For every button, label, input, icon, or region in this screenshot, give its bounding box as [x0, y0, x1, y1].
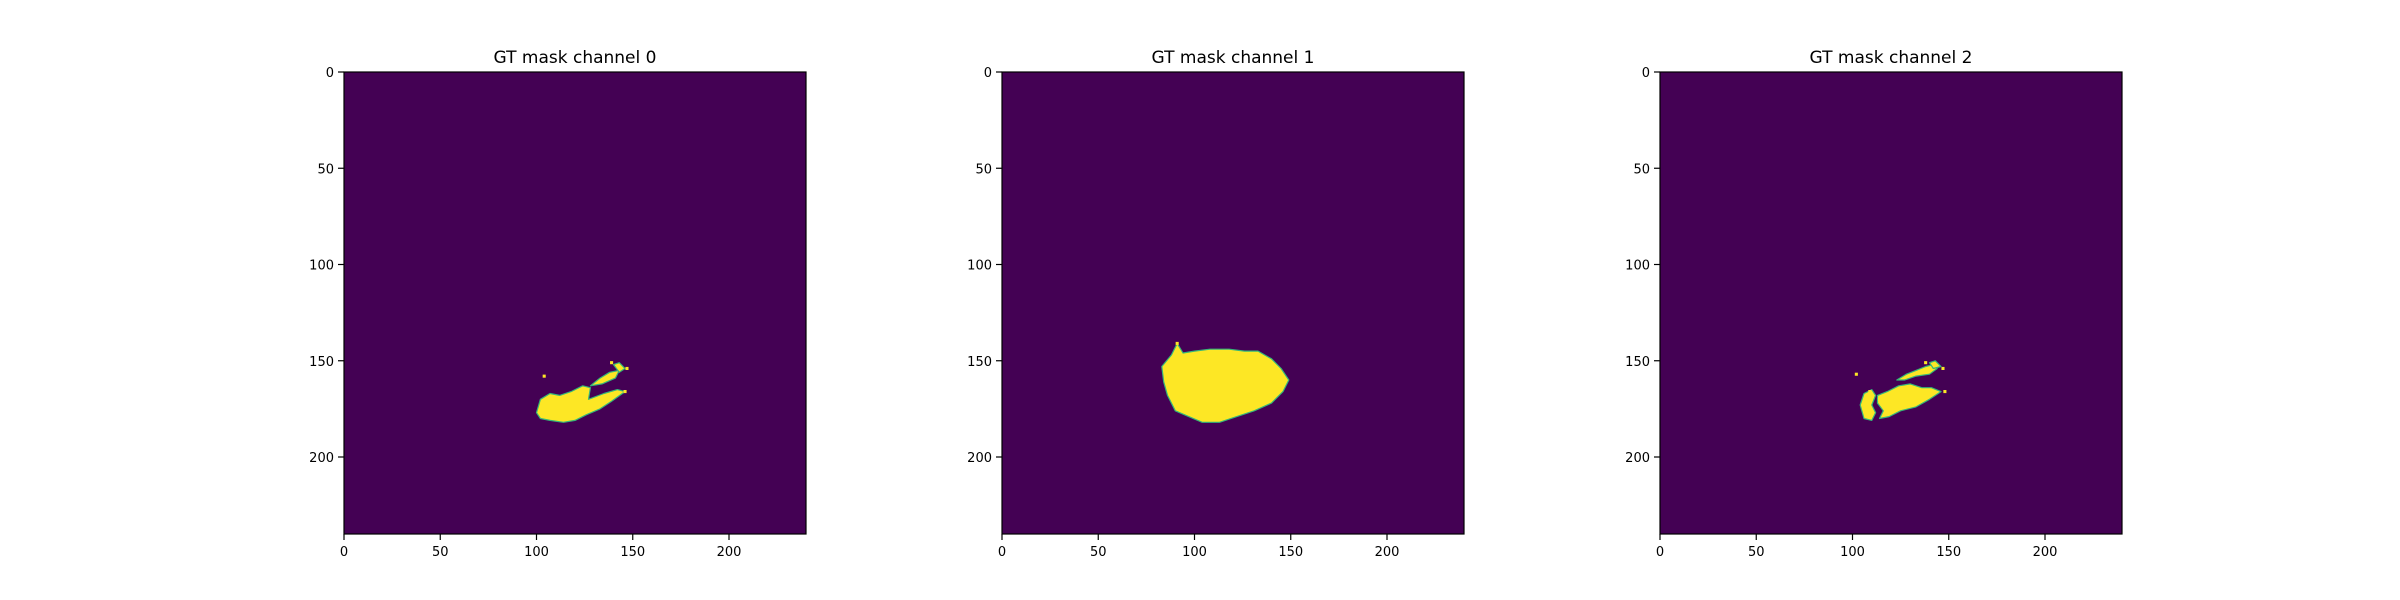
- mask-region: [612, 362, 626, 373]
- axes-frame: [1659, 71, 2123, 535]
- y-tick-label: 100: [967, 259, 992, 274]
- x-tick-label: 100: [1840, 545, 1865, 560]
- panel-title: GT mask channel 1: [1152, 48, 1315, 68]
- y-tick-label: 0: [1642, 66, 1650, 81]
- mask-speck: [1941, 366, 1945, 370]
- mask-background: [1002, 72, 1464, 534]
- y-tick-label: 50: [975, 162, 992, 177]
- x-tick-label: 150: [1278, 545, 1303, 560]
- y-tick-label: 150: [309, 355, 334, 370]
- mask-speck: [1175, 341, 1179, 345]
- mask-speck: [1924, 361, 1928, 365]
- mask-speck: [610, 361, 614, 365]
- mask-region: [535, 385, 626, 423]
- mask-speck: [1943, 390, 1947, 394]
- mask-speck: [1868, 390, 1872, 394]
- y-tick-label: 150: [1625, 355, 1650, 370]
- mask-region: [1876, 383, 1942, 420]
- mask-region: [1859, 389, 1877, 421]
- y-tick-label: 100: [309, 259, 334, 274]
- x-tick-label: 200: [717, 545, 742, 560]
- x-tick-label: 50: [1090, 545, 1107, 560]
- mask-speck: [542, 374, 546, 378]
- mask-speck: [625, 366, 629, 370]
- x-tick-label: 50: [432, 545, 449, 560]
- heatmap-panel-0: GT mask channel 0 0 50 100 150 200 0 50 100 150 20…: [309, 48, 807, 560]
- axes-frame: [343, 71, 807, 535]
- mask-background: [344, 72, 806, 534]
- heatmap-panel-1: GT mask channel 1 0 50 100 150 200 0 50 100 150 20…: [967, 48, 1465, 560]
- y-tick-label: 200: [309, 451, 334, 466]
- x-tick-label: 200: [1375, 545, 1400, 560]
- y-tick-label: 50: [1633, 162, 1650, 177]
- x-tick-label: 0: [340, 545, 348, 560]
- x-tick-label: 150: [1936, 545, 1961, 560]
- mask-background: [1660, 72, 2122, 534]
- x-tick-label: 100: [1182, 545, 1207, 560]
- heatmap-panel-2: GT mask channel 2 0 50 100 150 200 0 50 100 150 20…: [1625, 48, 2123, 560]
- y-tick-label: 50: [317, 162, 334, 177]
- y-tick-label: 150: [967, 355, 992, 370]
- x-tick-label: 0: [1656, 545, 1664, 560]
- y-tick-label: 200: [967, 451, 992, 466]
- y-tick-label: 200: [1625, 451, 1650, 466]
- x-tick-label: 100: [524, 545, 549, 560]
- x-tick-label: 50: [1748, 545, 1765, 560]
- mask-speck: [1877, 397, 1881, 401]
- panel-title: GT mask channel 0: [494, 48, 657, 68]
- y-tick-label: 100: [1625, 259, 1650, 274]
- mask-speck: [623, 390, 627, 394]
- mask-speck: [1854, 372, 1858, 376]
- mask-region: [1161, 342, 1290, 423]
- y-tick-label: 0: [984, 66, 992, 81]
- y-tick-label: 0: [326, 66, 334, 81]
- axes-frame: [1001, 71, 1465, 535]
- mask-region: [1928, 360, 1942, 370]
- x-tick-label: 150: [620, 545, 645, 560]
- x-tick-label: 200: [2033, 545, 2058, 560]
- x-tick-label: 0: [998, 545, 1006, 560]
- panel-title: GT mask channel 2: [1810, 48, 1973, 68]
